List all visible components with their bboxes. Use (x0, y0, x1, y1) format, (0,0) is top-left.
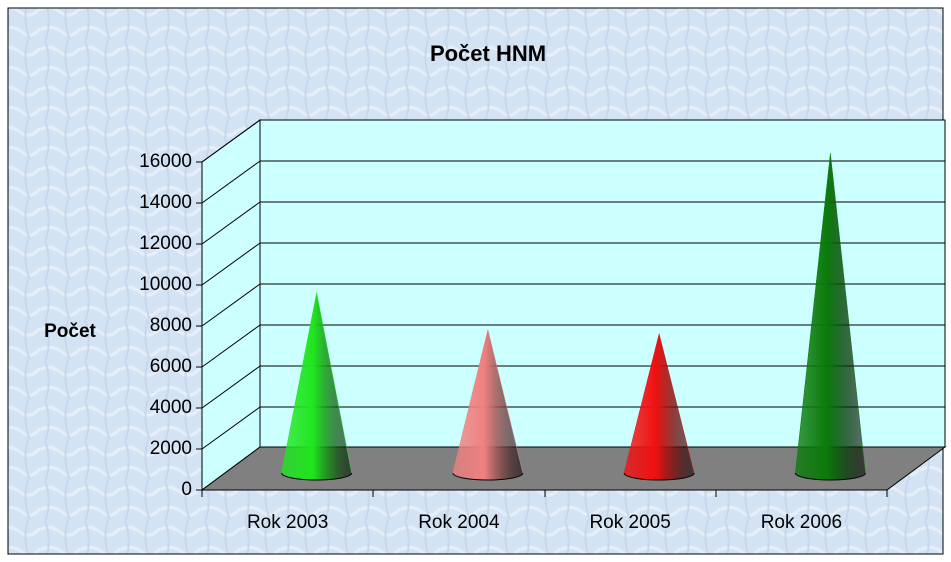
y-tick-label: 12000 (139, 233, 192, 254)
grid-side (201, 242, 261, 286)
cone-base-edge (452, 472, 524, 481)
cone-base-edge (281, 472, 353, 481)
grid-side (201, 365, 261, 409)
cone (623, 333, 695, 481)
y-tick-label: 8000 (150, 315, 192, 336)
y-tick-label: 4000 (150, 397, 192, 418)
x-tick-label: Rok 2005 (589, 512, 670, 533)
cone-base-edge (794, 472, 866, 481)
y-axis-label: Počet (44, 321, 96, 342)
chart-title: Počet HNM (430, 41, 546, 66)
grid-side (201, 119, 261, 163)
grid-side (201, 406, 261, 450)
y-tick-label: 2000 (150, 438, 192, 459)
y-tick-label: 0 (181, 479, 192, 500)
grid-side (201, 283, 261, 327)
grid-side (201, 160, 261, 204)
grid-line (201, 119, 945, 163)
x-tick-label: Rok 2004 (418, 512, 500, 533)
grid-side (201, 201, 261, 245)
cone (794, 153, 866, 481)
x-tick-label: Rok 2003 (247, 512, 328, 533)
y-tick-label: 6000 (150, 356, 192, 377)
y-tick-label: 10000 (139, 274, 192, 295)
cone (452, 329, 524, 481)
y-tick-label: 14000 (139, 192, 192, 213)
grid-side (201, 324, 261, 368)
x-tick-label: Rok 2006 (761, 512, 842, 533)
cone (281, 292, 353, 481)
x-axis-ticks (201, 490, 888, 497)
cone-base-edge (623, 472, 695, 481)
y-tick-label: 16000 (139, 151, 192, 172)
